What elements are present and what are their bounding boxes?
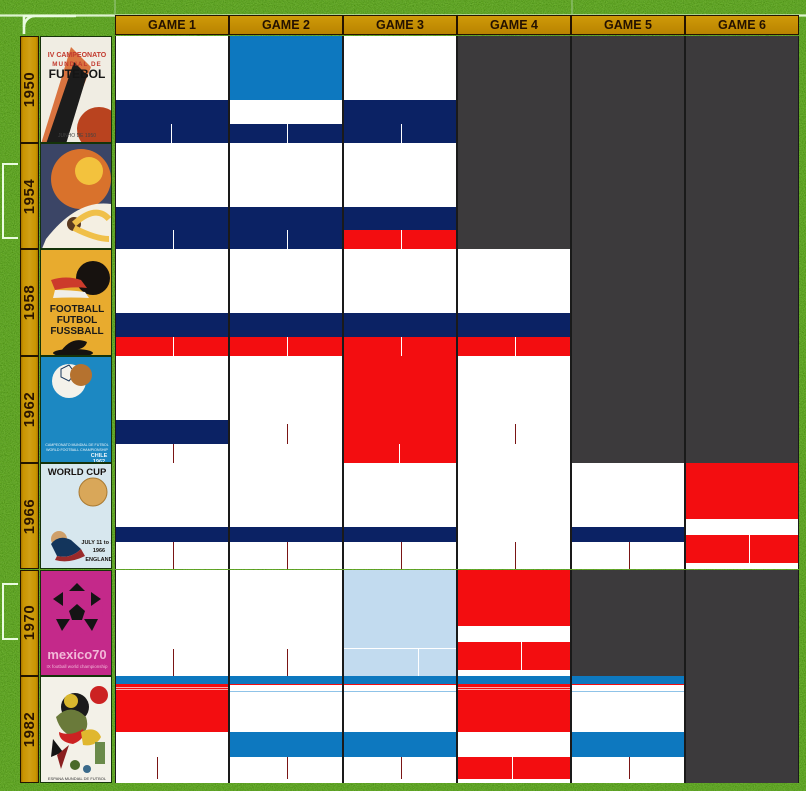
svg-text:JUNHO DE 1950: JUNHO DE 1950 — [58, 133, 96, 139]
svg-text:ENGLAND: ENGLAND — [85, 557, 112, 563]
svg-text:mexico70: mexico70 — [47, 647, 106, 662]
svg-text:WORLD FOOTBALL CHAMPIONSHIP: WORLD FOOTBALL CHAMPIONSHIP — [46, 448, 108, 452]
svg-text:FUTBOL: FUTBOL — [57, 315, 98, 326]
svg-text:1966: 1966 — [93, 548, 105, 554]
svg-text:FUSSBALL: FUSSBALL — [50, 326, 103, 337]
svg-text:FUTEBOL: FUTEBOL — [49, 67, 106, 81]
svg-text:FOOTBALL: FOOTBALL — [50, 304, 104, 315]
svg-text:ESPANA MUNDIAL DE FUTBOL: ESPANA MUNDIAL DE FUTBOL — [48, 776, 107, 781]
svg-text:WORLD CUP: WORLD CUP — [48, 467, 107, 478]
svg-text:IV CAMPEONATO: IV CAMPEONATO — [48, 52, 107, 59]
svg-text:JULY 11 to 30: JULY 11 to 30 — [81, 540, 112, 546]
svg-text:CAMPEONATO MUNDIAL DE FUTBOL: CAMPEONATO MUNDIAL DE FUTBOL — [45, 443, 108, 447]
svg-text:IX football world championship: IX football world championship — [46, 664, 108, 669]
